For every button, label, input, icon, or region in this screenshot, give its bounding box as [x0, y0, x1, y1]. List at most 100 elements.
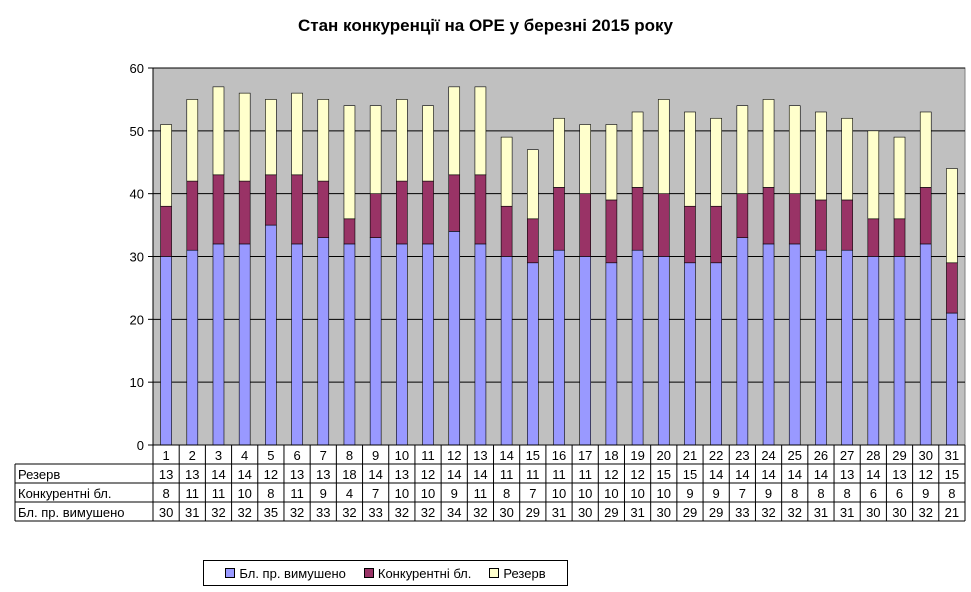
bar-segment [343, 243, 356, 446]
table-cell-value: 6 [870, 486, 877, 501]
table-cell-value: 10 [421, 486, 435, 501]
legend-swatch-reserve [489, 568, 500, 578]
x-tick-label: 12 [447, 448, 461, 463]
table-cell-value: 9 [765, 486, 772, 501]
table-cell-value: 8 [948, 486, 955, 501]
table-cell-value: 10 [552, 486, 566, 501]
bar-segment [684, 111, 696, 207]
table-cell-value: 13 [290, 467, 304, 482]
legend-item-competitive: Конкурентні бл. [363, 566, 471, 581]
table-cell-value: 14 [761, 467, 775, 482]
x-tick-label: 31 [945, 448, 959, 463]
bar-segment [527, 149, 539, 220]
table-cell-value: 32 [211, 505, 225, 520]
table-cell-value: 32 [290, 505, 304, 520]
bar-segment [946, 312, 958, 446]
bar-segment [527, 262, 539, 446]
x-tick-label: 29 [892, 448, 906, 463]
table-cell-value: 11 [474, 486, 488, 501]
bar-segment [212, 243, 225, 446]
table-cell-value: 29 [709, 505, 723, 520]
table-cell-value: 29 [526, 505, 540, 520]
table-cell-value: 14 [788, 467, 802, 482]
y-tick-label: 30 [130, 250, 144, 265]
bar-segment [815, 111, 827, 201]
bar-segment [422, 105, 434, 182]
bar-segment [396, 180, 408, 245]
bar-segment [343, 105, 356, 220]
bar-segment [710, 262, 722, 446]
bar-segment [736, 105, 749, 194]
table-cell-value: 8 [267, 486, 274, 501]
bar-segment [919, 243, 932, 446]
y-tick-label: 20 [130, 312, 144, 327]
table-row-label: Конкурентні бл. [18, 486, 112, 501]
bar-segment [291, 92, 303, 176]
x-tick-label: 3 [215, 448, 222, 463]
table-cell-value: 32 [395, 505, 409, 520]
table-cell-value: 33 [316, 505, 330, 520]
table-cell-value: 10 [237, 486, 251, 501]
bar-segment [815, 199, 827, 251]
bar-segment [186, 180, 199, 251]
bar-segment [684, 262, 696, 446]
x-tick-label: 4 [241, 448, 248, 463]
bar-segment [815, 249, 827, 446]
bar-segment [631, 111, 644, 188]
bar-segment [265, 174, 277, 226]
table-cell-value: 11 [578, 467, 592, 482]
bar-segment [788, 105, 801, 194]
table-cell-value: 9 [320, 486, 327, 501]
chart-title: Стан конкуренції на ОРЕ у березні 2015 р… [298, 16, 673, 35]
table-cell-value: 32 [237, 505, 251, 520]
table-cell-value: 32 [473, 505, 487, 520]
bar-segment [474, 86, 487, 176]
bar-segment [369, 193, 382, 238]
table-cell-value: 9 [686, 486, 693, 501]
table-cell-value: 11 [212, 486, 226, 501]
x-tick-label: 14 [499, 448, 513, 463]
table-cell-value: 9 [451, 486, 458, 501]
bar-segment [186, 99, 199, 182]
bar-segment [657, 99, 670, 194]
table-cell-value: 15 [657, 467, 671, 482]
bar-segment [762, 243, 775, 446]
bar-segment [212, 174, 225, 245]
bar-segment [553, 249, 565, 446]
bar-segment [684, 205, 696, 264]
table-cell-value: 14 [709, 467, 723, 482]
bar-segment [893, 256, 906, 446]
bar-segment [762, 187, 775, 245]
table-cell-value: 12 [604, 467, 618, 482]
table-cell-value: 31 [814, 505, 828, 520]
table-cell-value: 13 [395, 467, 409, 482]
bar-segment [605, 262, 618, 446]
bar-segment [448, 231, 461, 446]
table-cell-value: 32 [918, 505, 932, 520]
y-tick-label: 10 [130, 375, 144, 390]
bar-segment [946, 168, 958, 264]
x-tick-label: 11 [421, 448, 435, 463]
x-tick-label: 23 [735, 448, 749, 463]
bar-segment [474, 243, 487, 446]
bar-segment [396, 243, 408, 446]
bar-segment [238, 180, 251, 245]
bar-segment [605, 199, 618, 264]
table-cell-value: 6 [896, 486, 903, 501]
table-cell-value: 30 [499, 505, 513, 520]
bar-segment [893, 136, 906, 220]
table-cell-value: 10 [630, 486, 644, 501]
table-cell-value: 10 [395, 486, 409, 501]
bar-segment [212, 86, 225, 176]
bar-segment [946, 262, 958, 314]
bar-segment [553, 117, 565, 188]
bar-segment [841, 249, 853, 446]
bar-segment [736, 237, 749, 446]
table-cell-value: 29 [604, 505, 618, 520]
y-tick-label: 60 [130, 61, 144, 76]
table-cell-value: 12 [264, 467, 278, 482]
x-tick-label: 21 [683, 448, 697, 463]
bar-segment [867, 218, 880, 257]
bar-segment [710, 117, 722, 207]
x-tick-label: 2 [189, 448, 196, 463]
